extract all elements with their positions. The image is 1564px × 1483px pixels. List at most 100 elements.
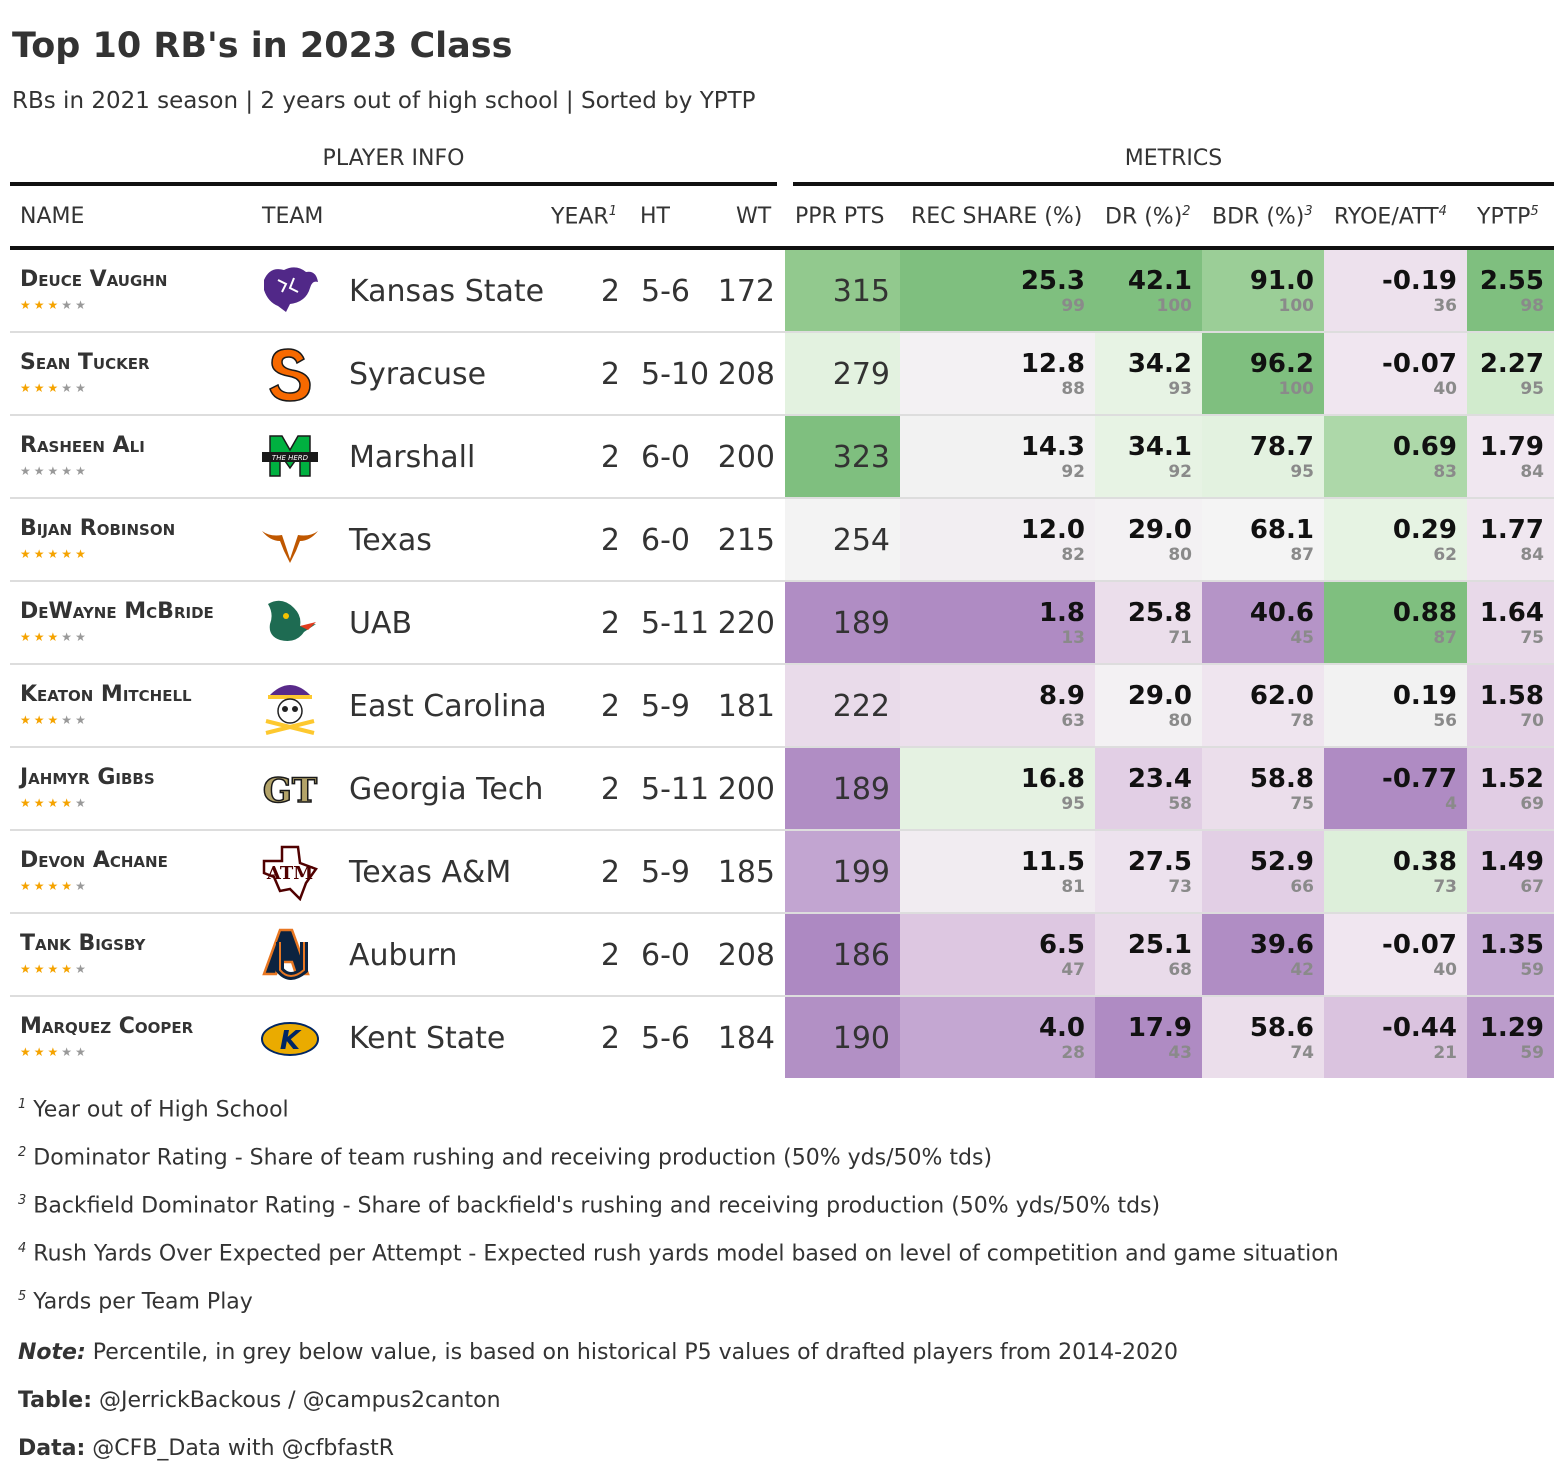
yptp-percentile: 59 <box>1520 960 1544 980</box>
cell-dr: 25.1 68 <box>1095 914 1202 995</box>
cell-dr: 29.0 80 <box>1095 499 1202 580</box>
cell-yptp: 1.58 70 <box>1467 665 1554 746</box>
star-icon: ★ <box>61 464 76 478</box>
svg-text:GT: GT <box>263 771 317 811</box>
bdr-value: 68.1 <box>1249 515 1314 545</box>
star-icon: ★ <box>61 1045 76 1059</box>
dr-value: 34.2 <box>1127 349 1192 379</box>
star-icon: ★ <box>47 713 62 727</box>
rec-value: 4.0 <box>1038 1013 1085 1043</box>
ryoe-percentile: 62 <box>1433 545 1457 565</box>
cell-ppr: 189 <box>785 748 900 829</box>
cell-ryoe: -0.07 40 <box>1324 333 1467 414</box>
ryoe-value: -0.07 <box>1382 349 1457 379</box>
yptp-value: 1.52 <box>1479 764 1544 794</box>
rec-percentile: 28 <box>1061 1043 1085 1063</box>
cell-ryoe: 0.29 62 <box>1324 499 1467 580</box>
syracuse-s-logo <box>260 345 320 403</box>
cell-rec: 16.8 95 <box>900 748 1095 829</box>
cell-ryoe: 0.69 83 <box>1324 416 1467 497</box>
data-credit-line: Data: @CFB_Data with @cfbfastR <box>18 1436 394 1461</box>
dr-percentile: 92 <box>1168 462 1192 482</box>
star-icon: ★ <box>20 464 34 478</box>
cell-ppr: 323 <box>785 416 900 497</box>
cell-bdr: 91.0 100 <box>1202 250 1324 331</box>
player-name: Keaton Mitchell <box>20 682 192 707</box>
ryoe-percentile: 56 <box>1433 711 1457 731</box>
table-title: Top 10 RB's in 2023 Class <box>12 26 513 66</box>
yptp-percentile: 59 <box>1520 1043 1544 1063</box>
cell-dr: 29.0 80 <box>1095 665 1202 746</box>
bdr-percentile: 66 <box>1290 877 1314 897</box>
bdr-percentile: 78 <box>1290 711 1314 731</box>
ryoe-percentile: 40 <box>1433 960 1457 980</box>
yptp-percentile: 70 <box>1520 711 1544 731</box>
cell-ppr: 315 <box>785 250 900 331</box>
height-value: 5-11 <box>641 606 710 641</box>
bdr-percentile: 42 <box>1290 960 1314 980</box>
weight-value: 208 <box>717 357 775 392</box>
kansas-state-wildcat-logo <box>260 262 320 320</box>
team-name: Texas A&M <box>349 855 512 890</box>
cell-ryoe: -0.19 36 <box>1324 250 1467 331</box>
yptp-value: 1.77 <box>1479 515 1544 545</box>
team-name: Texas <box>349 523 432 558</box>
cell-bdr: 68.1 87 <box>1202 499 1324 580</box>
col-ppr: PPR PTS <box>795 204 885 229</box>
cell-ryoe: -0.77 4 <box>1324 748 1467 829</box>
team-name: UAB <box>349 606 413 641</box>
rec-value: 25.3 <box>1020 266 1085 296</box>
star-icon: ★ <box>20 630 34 644</box>
height-value: 6-0 <box>641 440 690 475</box>
star-icon: ★ <box>20 298 34 312</box>
recruit-stars: ★★★★★ <box>20 630 89 644</box>
cell-ryoe: -0.44 21 <box>1324 997 1467 1078</box>
ppr-value: 190 <box>832 1021 890 1056</box>
ryoe-percentile: 87 <box>1433 628 1457 648</box>
table-row: Tank Bigsby ★★★★★ Auburn 2 6-0 208 186 6… <box>10 914 1554 997</box>
dr-percentile: 58 <box>1168 794 1192 814</box>
dr-value: 27.5 <box>1127 847 1192 877</box>
rec-percentile: 81 <box>1061 877 1085 897</box>
recruit-stars: ★★★★★ <box>20 547 89 561</box>
year-value: 2 <box>600 357 620 392</box>
cell-yptp: 1.52 69 <box>1467 748 1554 829</box>
spanner-player-info: PLAYER INFO <box>10 146 777 186</box>
ryoe-value: 0.69 <box>1392 432 1457 462</box>
yptp-value: 1.49 <box>1479 847 1544 877</box>
star-icon: ★ <box>61 796 76 810</box>
bdr-percentile: 75 <box>1290 794 1314 814</box>
svg-text:K: K <box>280 1026 302 1056</box>
star-icon: ★ <box>20 1045 34 1059</box>
dr-percentile: 43 <box>1168 1043 1192 1063</box>
rec-percentile: 99 <box>1061 296 1085 316</box>
ryoe-percentile: 83 <box>1433 462 1457 482</box>
height-value: 5-9 <box>641 689 690 724</box>
star-icon: ★ <box>33 547 48 561</box>
rec-value: 8.9 <box>1038 681 1085 711</box>
rec-percentile: 92 <box>1061 462 1085 482</box>
footnote: 2 Dominator Rating - Share of team rushi… <box>18 1145 993 1171</box>
ppr-value: 279 <box>832 357 890 392</box>
star-icon: ★ <box>33 879 48 893</box>
star-icon: ★ <box>75 547 89 561</box>
dr-percentile: 93 <box>1168 379 1192 399</box>
height-value: 5-6 <box>641 1021 690 1056</box>
cell-yptp: 1.77 84 <box>1467 499 1554 580</box>
star-icon: ★ <box>20 962 34 976</box>
rec-percentile: 88 <box>1061 379 1085 399</box>
team-name: Georgia Tech <box>349 772 544 807</box>
dr-value: 25.1 <box>1127 930 1192 960</box>
yptp-percentile: 67 <box>1520 877 1544 897</box>
ryoe-percentile: 40 <box>1433 379 1457 399</box>
ppr-value: 315 <box>832 274 890 309</box>
col-rec-share: REC SHARE (%) <box>911 204 1083 229</box>
cell-dr: 27.5 73 <box>1095 831 1202 912</box>
georgia-tech-gt-logo: GT <box>260 760 320 818</box>
star-icon: ★ <box>61 962 76 976</box>
ryoe-percentile: 36 <box>1433 296 1457 316</box>
bdr-percentile: 100 <box>1278 379 1315 399</box>
player-name: Tank Bigsby <box>20 931 146 956</box>
star-icon: ★ <box>61 381 76 395</box>
star-icon: ★ <box>47 630 62 644</box>
